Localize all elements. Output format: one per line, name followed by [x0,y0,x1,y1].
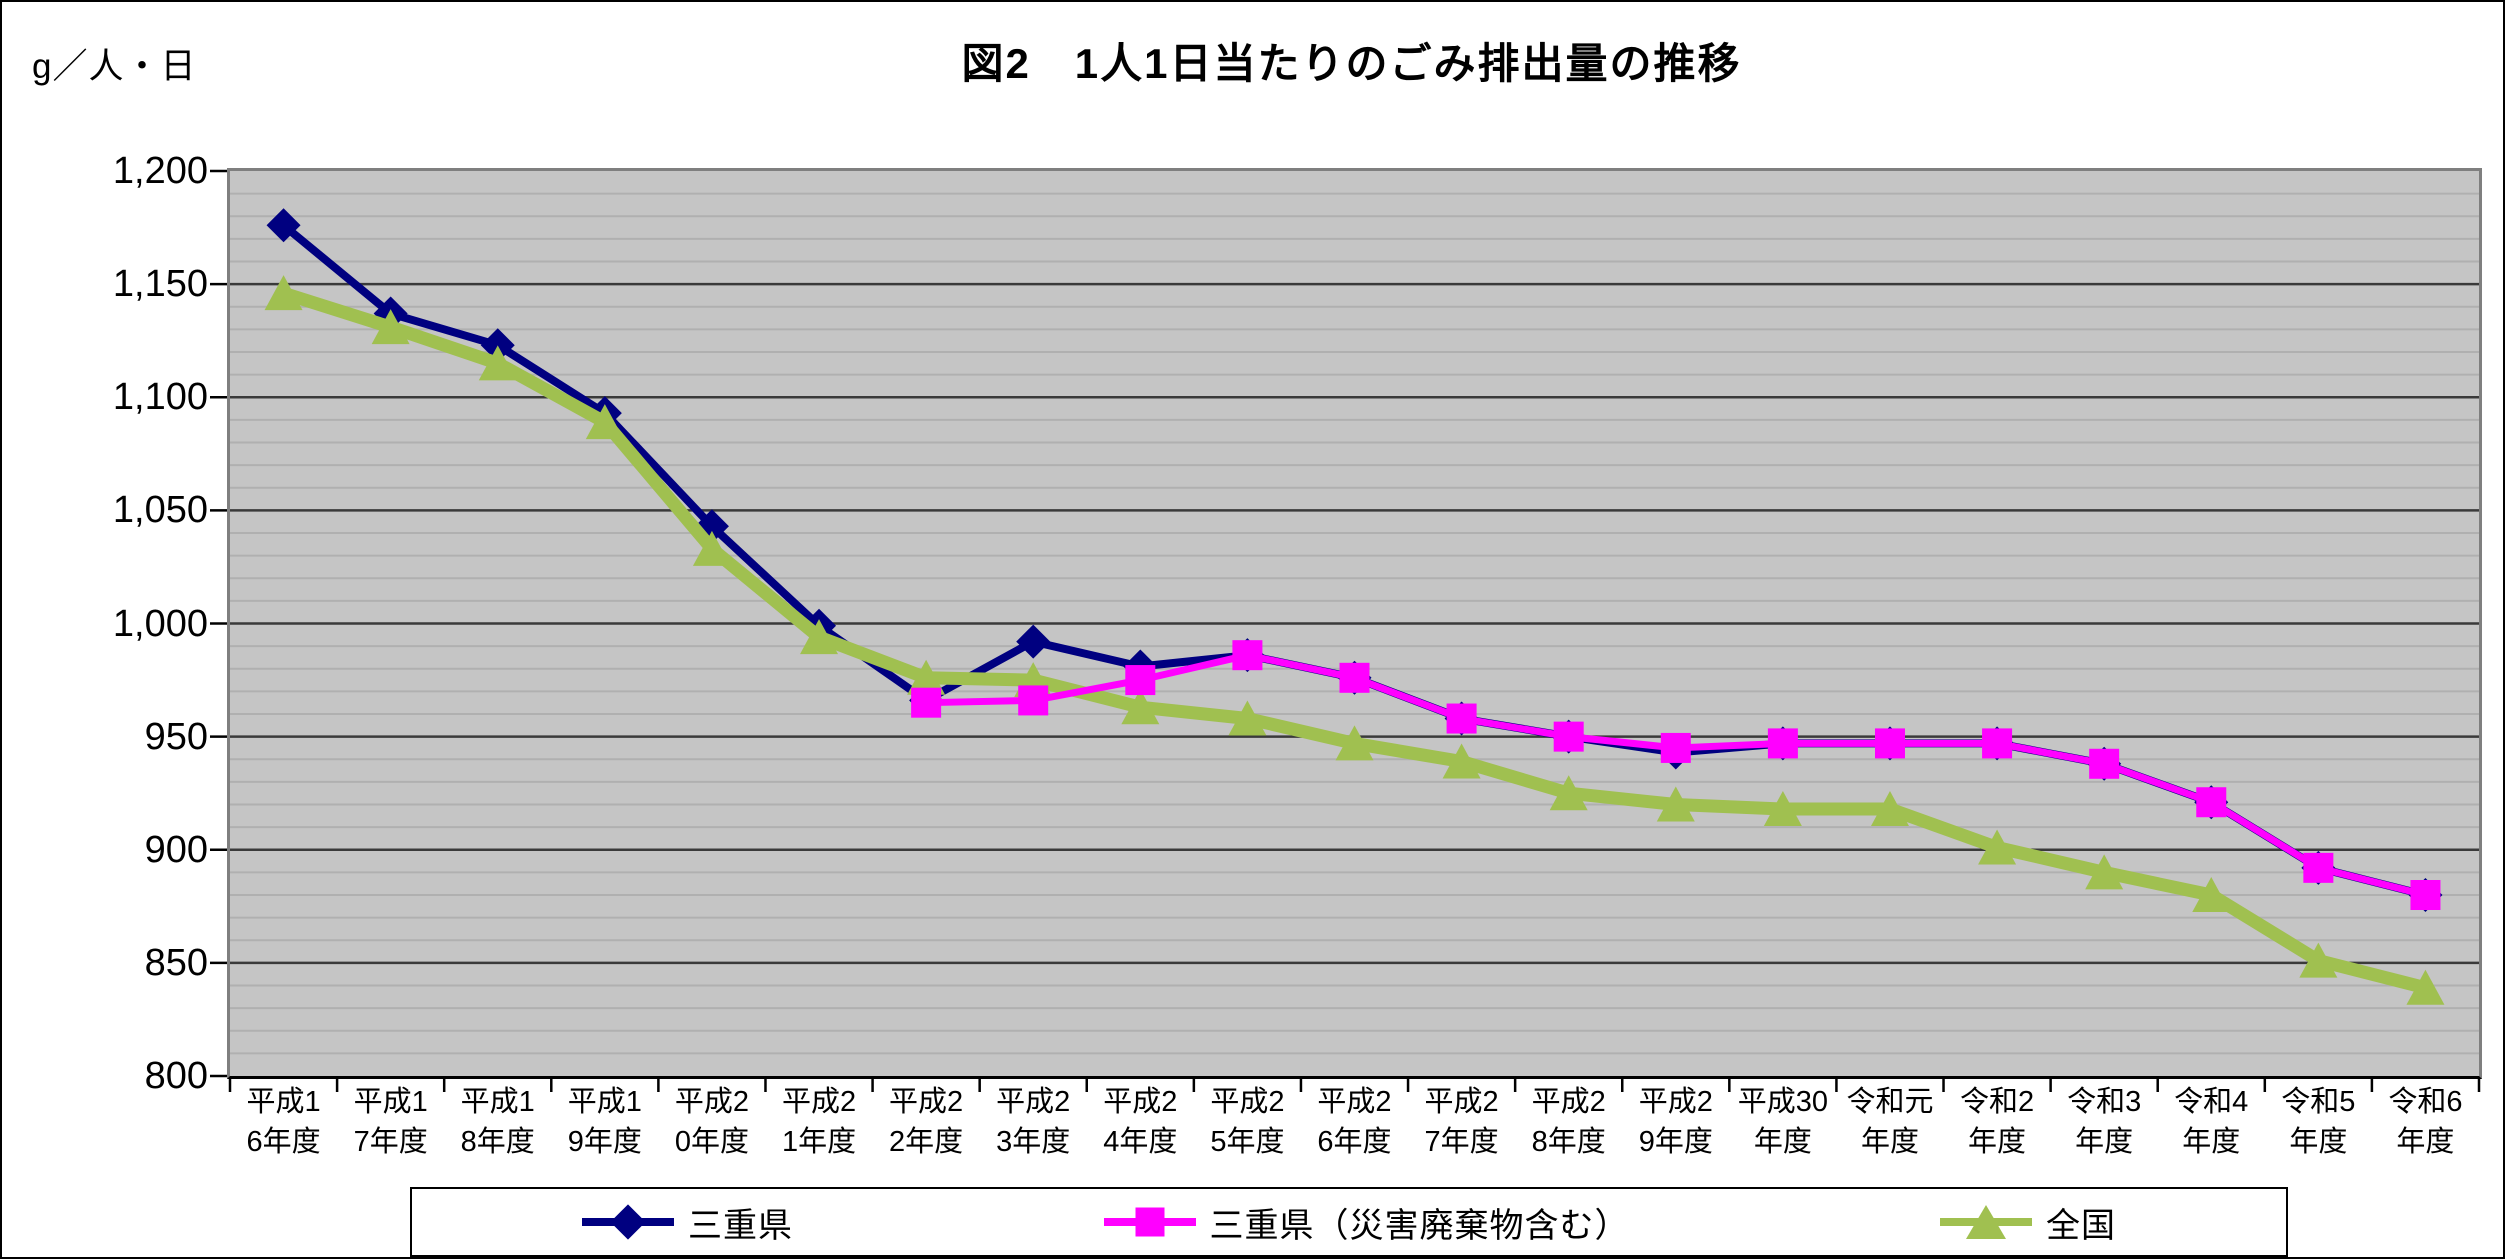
y-axis-tick-labels: 1,200 1,150 1,100 1,050 1,000 950 900 850 800 [36,150,208,1097]
data-point-triangle [2406,969,2445,1005]
x-tick-label: 平成2 8年度 [1531,1086,1606,1158]
y-tick-label: 1,200 [112,150,208,192]
data-point-triangle [264,275,303,311]
data-point-triangle [1228,700,1267,736]
data-point-triangle [1549,775,1588,811]
diamond-icon [610,1204,646,1240]
data-point-square [2089,748,2120,779]
legend-item-2: 全国 [1940,1198,2116,1247]
x-tick-label: 平成2 1年度 [781,1086,857,1158]
data-point-triangle [1335,725,1374,761]
x-tick-label: 平成2 9年度 [1638,1086,1713,1158]
data-point-triangle [1442,743,1481,779]
plot-area [210,168,2482,1092]
data-point-square [1982,728,2013,759]
y-tick-label: 1,000 [112,602,208,645]
series-line-0 [279,221,2430,899]
triangle-icon [1966,1205,2006,1239]
y-axis-unit-label: g／人・日 [32,47,197,86]
data-point-square [2410,880,2441,910]
data-point-triangle [1121,689,1160,725]
legend-item-1: 三重県（災害廃棄物含む） [1103,1198,1630,1247]
data-point-triangle [1978,829,2017,865]
data-point-triangle [1870,791,1909,827]
y-tick-label: 800 [144,1055,208,1097]
data-point-square [1125,665,1156,696]
data-point-square [1874,728,1905,759]
x-tick-label: 令和6 年度 [2388,1086,2463,1158]
data-point-triangle [371,309,410,345]
x-tick-label: 平成2 0年度 [674,1086,749,1158]
x-tick-label: 令和元 年度 [1846,1086,1934,1158]
data-point-triangle [1656,786,1695,822]
legend-label: 三重県（災害廃棄物含む） [1209,1206,1630,1245]
data-point-diamond [1016,624,1051,659]
data-point-square [2303,852,2334,883]
x-tick-label: 平成1 9年度 [567,1086,642,1158]
data-point-triangle [478,345,517,381]
data-point-square [1232,640,1263,671]
x-tick-label: 令和3 年度 [2067,1086,2142,1158]
data-point-triangle [907,659,946,695]
y-tick-label: 900 [144,828,208,871]
x-tick-label: 平成2 3年度 [996,1086,1071,1158]
x-tick-label: 平成2 7年度 [1424,1086,1499,1158]
data-point-square [1767,728,1798,759]
data-point-triangle [2085,854,2124,890]
data-point-square [1446,703,1477,734]
x-tick-label: 平成1 6年度 [246,1086,321,1158]
data-point-diamond [266,208,301,243]
data-point-triangle [1763,791,1802,827]
x-tick-label: 平成1 8年度 [460,1086,535,1158]
y-tick-label: 1,050 [112,489,208,532]
data-point-square [1339,662,1370,693]
x-tick-label: 平成2 4年度 [1103,1086,1178,1158]
x-tick-label: 令和5 年度 [2281,1086,2356,1158]
x-tick-label: 平成1 7年度 [353,1086,428,1158]
diamond-marker-icon [582,1204,674,1240]
y-tick-label: 1,100 [112,376,208,419]
legend-item-0: 三重県 [582,1198,793,1247]
x-tick-label: 平成30 年度 [1737,1086,1828,1158]
data-point-triangle [2299,942,2338,978]
y-tick-label: 1,150 [112,263,208,306]
plot-svg [210,169,2481,1092]
square-marker-icon [1103,1207,1196,1237]
data-point-triangle [800,619,839,655]
chart-title: 図2 1人1日当たりのごみ排出量の推移 [961,40,1742,87]
data-point-square [1553,721,1584,752]
data-point-triangle [692,530,731,566]
x-tick-label: 令和4 年度 [2174,1086,2249,1158]
x-tick-label: 平成2 5年度 [1210,1086,1285,1158]
data-point-triangle [2192,877,2231,912]
data-point-square [2196,787,2227,818]
legend-label: 三重県 [688,1206,793,1245]
legend: 三重県 三重県（災害廃棄物含む） 全国 [410,1187,2288,1257]
y-tick-label: 950 [144,715,208,758]
data-point-square [1660,732,1691,763]
legend-label: 全国 [2046,1206,2116,1245]
x-tick-label: 令和2 年度 [1959,1086,2035,1158]
x-axis-tick-labels: 平成1 6年度 平成1 7年度 平成1 8年度 平成1 9年度 平成2 0年度 平成2 1年度 平成2 2… [230,1082,2479,1182]
data-point-triangle [585,404,624,440]
triangle-marker-icon [1940,1205,2032,1239]
data-point-square [911,687,942,718]
x-tick-label: 平成2 2年度 [889,1086,964,1158]
x-tick-label: 平成2 6年度 [1317,1086,1392,1158]
square-icon [1135,1207,1164,1237]
y-tick-label: 850 [144,941,208,984]
data-point-square [1018,685,1049,716]
